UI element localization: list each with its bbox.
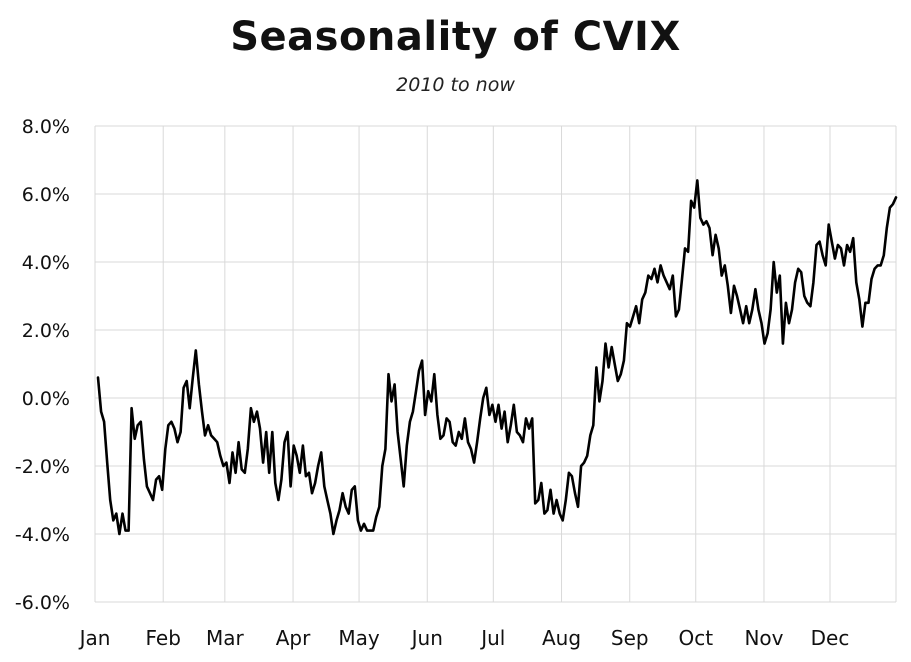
y-tick-label: -6.0% — [15, 592, 70, 614]
x-tick-label: Dec — [811, 626, 850, 650]
y-tick-label: 2.0% — [22, 320, 70, 342]
x-tick-label: Sep — [611, 626, 649, 650]
y-tick-label: 0.0% — [22, 388, 70, 410]
x-tick-label: Aug — [542, 626, 581, 650]
x-tick-label: Apr — [276, 626, 311, 650]
x-tick-label: Nov — [744, 626, 783, 650]
x-tick-label: Mar — [206, 626, 245, 650]
x-tick-label: Jul — [479, 626, 505, 650]
y-tick-label: 6.0% — [22, 184, 70, 206]
x-tick-label: Feb — [146, 626, 181, 650]
y-tick-label: 8.0% — [22, 116, 70, 138]
x-tick-label: Jan — [78, 626, 111, 650]
x-tick-label: Oct — [678, 626, 713, 650]
y-tick-label: -4.0% — [15, 524, 70, 546]
y-tick-label: 4.0% — [22, 252, 70, 274]
chart-title: Seasonality of CVIX — [230, 14, 681, 60]
chart-subtitle: 2010 to now — [396, 74, 515, 96]
series-line — [96, 179, 898, 536]
y-tick-label: -2.0% — [15, 456, 70, 478]
x-tick-label: Jun — [410, 626, 443, 650]
x-tick-label: May — [338, 626, 380, 650]
